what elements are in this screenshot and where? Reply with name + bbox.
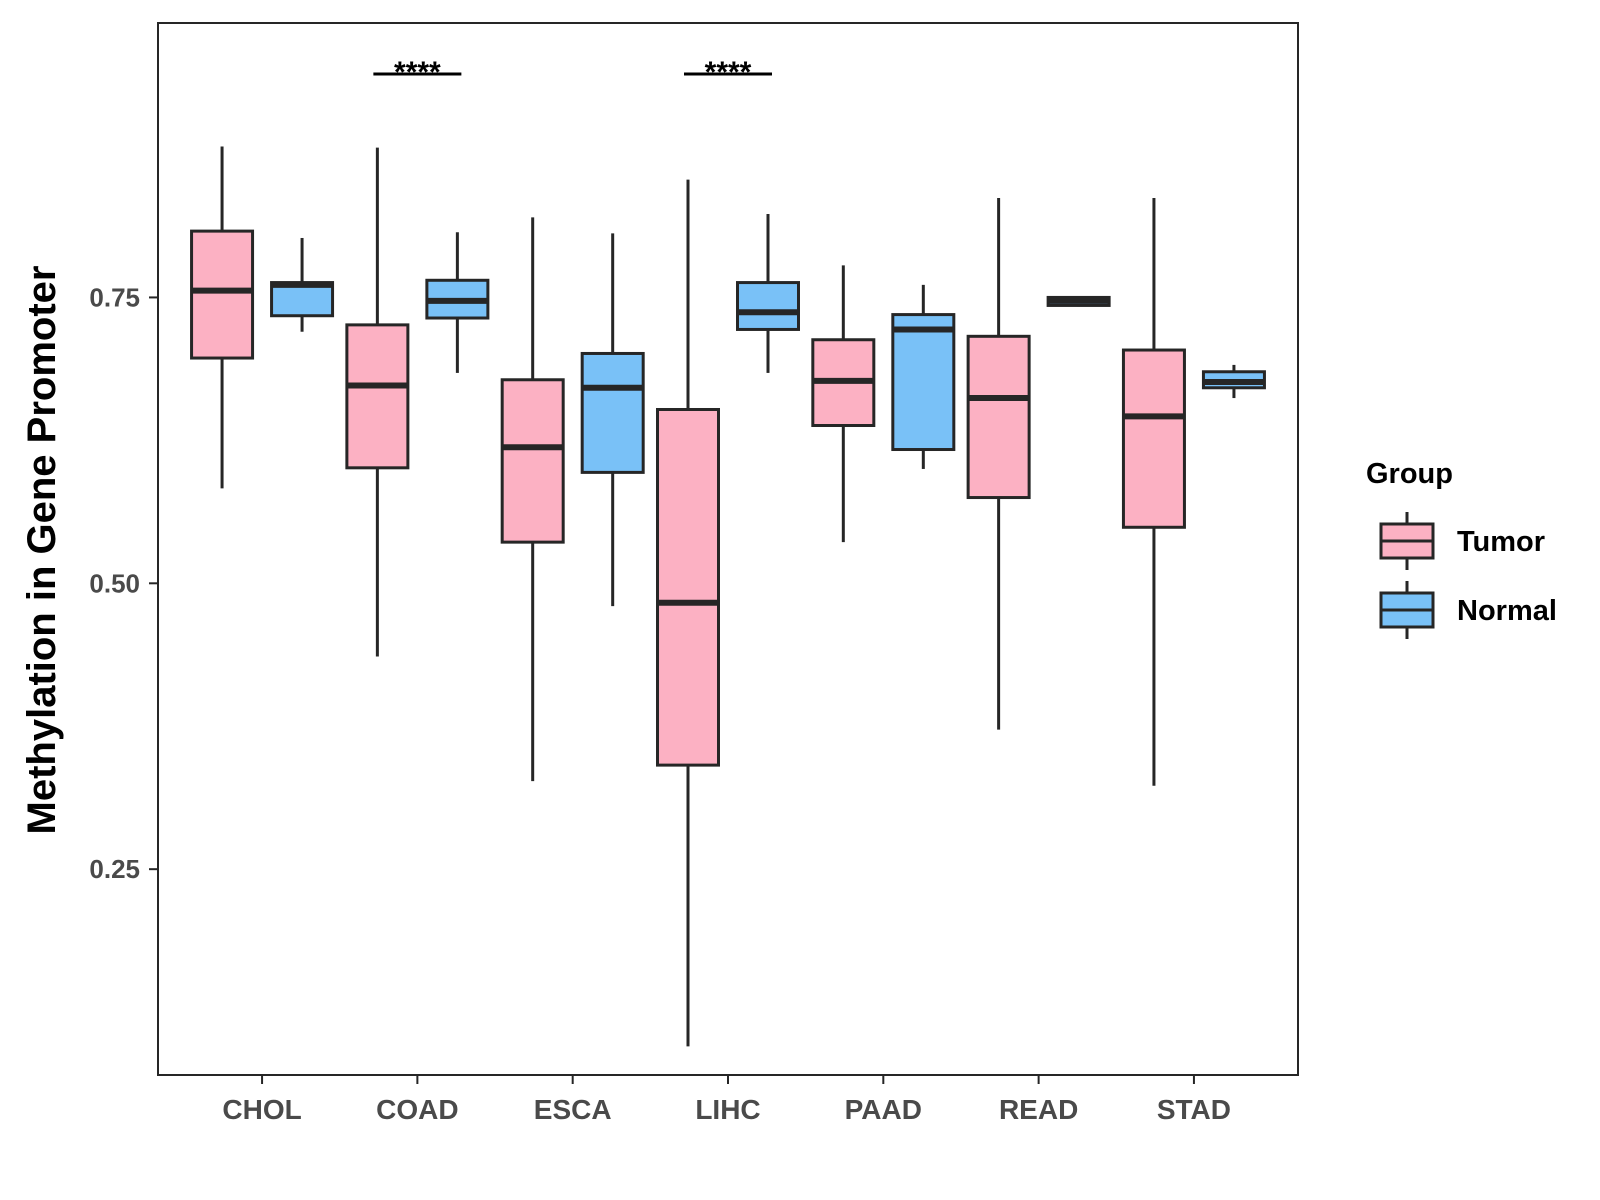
tumor-box-stad — [1121, 197, 1186, 786]
legend-label: Normal — [1457, 595, 1557, 627]
x-tick-label-paad: PAAD — [845, 1094, 922, 1125]
x-tick-label-coad: COAD — [376, 1094, 458, 1125]
significance-label: **** — [394, 56, 441, 89]
legend-item-tumor: Tumor — [1379, 512, 1545, 570]
tumor-box-paad — [811, 265, 876, 543]
significance-label: **** — [705, 56, 752, 89]
tumor-box-lihc — [656, 179, 720, 1047]
y-axis-title: Methylation in Gene Promoter — [20, 266, 64, 835]
legend-title: Group — [1366, 458, 1453, 490]
legend-item-normal: Normal — [1379, 581, 1557, 639]
tumor-box-chol — [190, 146, 255, 489]
y-tick-label: 0.75 — [89, 282, 140, 312]
normal-box-paad — [891, 284, 956, 469]
box-iqr — [891, 313, 956, 452]
normal-box-chol — [270, 237, 335, 332]
x-tick-label-chol: CHOL — [222, 1094, 301, 1125]
tumor-box-read — [966, 197, 1031, 730]
box-series — [190, 146, 1266, 1047]
box-iqr — [580, 351, 645, 474]
x-tick-label-stad: STAD — [1157, 1094, 1231, 1125]
tumor-box-coad — [345, 147, 410, 657]
x-tick-label-lihc: LIHC — [695, 1094, 760, 1125]
box-iqr — [736, 281, 800, 331]
y-tick-label: 0.50 — [89, 568, 140, 598]
box-iqr — [345, 323, 410, 470]
box-iqr — [500, 378, 565, 544]
x-axis: CHOL COAD ESCA LIHC PAAD READ STAD — [222, 1075, 1231, 1125]
legend-label: Tumor — [1457, 526, 1545, 558]
normal-box-stad — [1201, 364, 1266, 399]
normal-box-lihc — [736, 213, 800, 373]
x-tick-label-read: READ — [999, 1094, 1078, 1125]
box-iqr — [656, 407, 720, 767]
normal-box-read — [1046, 295, 1111, 307]
normal-box-coad — [425, 232, 490, 373]
box-iqr — [190, 229, 255, 360]
box-iqr — [966, 334, 1031, 500]
y-axis: 0.25 0.50 0.75 — [89, 282, 158, 884]
tumor-box-esca — [500, 217, 565, 782]
y-tick-label: 0.25 — [89, 854, 140, 884]
legend: Group Tumor Normal — [1366, 458, 1557, 639]
significance-annotations: **** **** — [373, 56, 772, 89]
box-iqr — [1121, 348, 1186, 529]
normal-box-esca — [580, 233, 645, 607]
plot-panel — [157, 22, 1299, 1076]
box-iqr — [270, 281, 335, 318]
x-tick-label-esca: ESCA — [534, 1094, 612, 1125]
